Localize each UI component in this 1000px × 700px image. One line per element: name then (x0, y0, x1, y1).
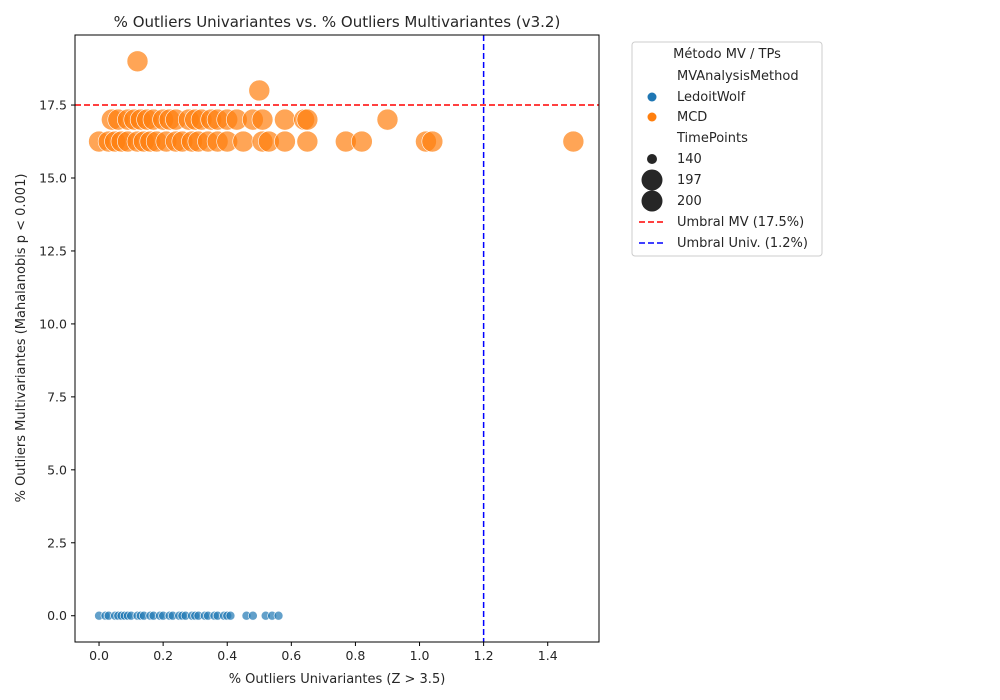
point-mcd-48 (351, 130, 373, 153)
point-mcd-51 (562, 130, 585, 153)
point-mcd-0 (126, 50, 149, 73)
legend-label-mcd: MCD (677, 110, 707, 125)
x-tick-label: 0.2 (153, 648, 173, 663)
x-axis-ticks: 0.0 0.2 0.4 0.6 0.8 1.0 1.2 1.4 (89, 642, 558, 663)
y-tick-label: 0.0 (47, 608, 67, 623)
x-tick-label: 1.0 (410, 648, 430, 663)
point-ledoitwolf-30 (225, 610, 236, 621)
x-tick-label: 0.4 (217, 648, 237, 663)
legend-marker-ledoitwolf (647, 92, 657, 102)
x-tick-label: 0.6 (281, 648, 301, 663)
point-ledoitwolf-35 (273, 610, 284, 621)
y-tick-label: 17.5 (39, 98, 67, 113)
y-axis-label: % Outliers Multivariantes (Mahalanobis p… (14, 174, 29, 503)
chart-title: % Outliers Univariantes vs. % Outliers M… (114, 13, 561, 31)
y-tick-label: 12.5 (39, 243, 67, 258)
y-tick-label: 7.5 (47, 389, 67, 404)
legend-size-marker-197 (641, 169, 663, 191)
point-ledoitwolf-32 (248, 610, 258, 621)
point-mcd-24 (376, 108, 399, 131)
point-mcd-23 (296, 108, 319, 131)
point-mcd-1 (248, 79, 271, 102)
legend-size-title: TimePoints (676, 131, 748, 146)
y-tick-label: 10.0 (39, 316, 67, 331)
legend-size-label-197: 197 (677, 173, 702, 188)
legend-hue-title: MVAnalysisMethod (677, 69, 799, 84)
y-tick-label: 15.0 (39, 170, 67, 185)
point-mcd-50 (421, 130, 444, 153)
y-axis-ticks: 0.0 2.5 5.0 7.5 10.0 12.5 15.0 17.5 (39, 98, 75, 623)
legend-size-label-140: 140 (677, 152, 702, 167)
x-axis-label: % Outliers Univariantes (Z > 3.5) (229, 672, 446, 687)
legend-size-label-200: 200 (677, 194, 702, 209)
legend-label-univ-threshold: Umbral Univ. (1.2%) (677, 236, 808, 251)
legend-label-mv-threshold: Umbral MV (17.5%) (677, 215, 804, 230)
y-tick-label: 5.0 (47, 462, 67, 477)
point-mcd-20 (251, 108, 274, 131)
legend-title: Método MV / TPs (673, 47, 781, 62)
legend-marker-mcd (647, 112, 657, 122)
reference-lines (75, 35, 599, 642)
plot-frame (74, 34, 600, 643)
legend-label-ledoitwolf: LedoitWolf (677, 90, 746, 105)
x-tick-label: 1.2 (474, 648, 494, 663)
point-mcd-42 (232, 130, 255, 153)
x-tick-label: 0.0 (89, 648, 109, 663)
legend-size-marker-200 (641, 190, 663, 212)
legend: Método MV / TPs MVAnalysisMethod LedoitW… (631, 41, 823, 257)
point-mcd-46 (296, 130, 319, 153)
point-mcd-45 (274, 130, 296, 153)
legend-box (631, 41, 823, 257)
point-mcd-21 (274, 108, 296, 131)
x-tick-label: 1.4 (538, 648, 558, 663)
x-tick-label: 0.8 (345, 648, 365, 663)
y-tick-label: 2.5 (47, 535, 67, 550)
data-points (88, 50, 585, 621)
legend-size-marker-140 (647, 154, 657, 164)
